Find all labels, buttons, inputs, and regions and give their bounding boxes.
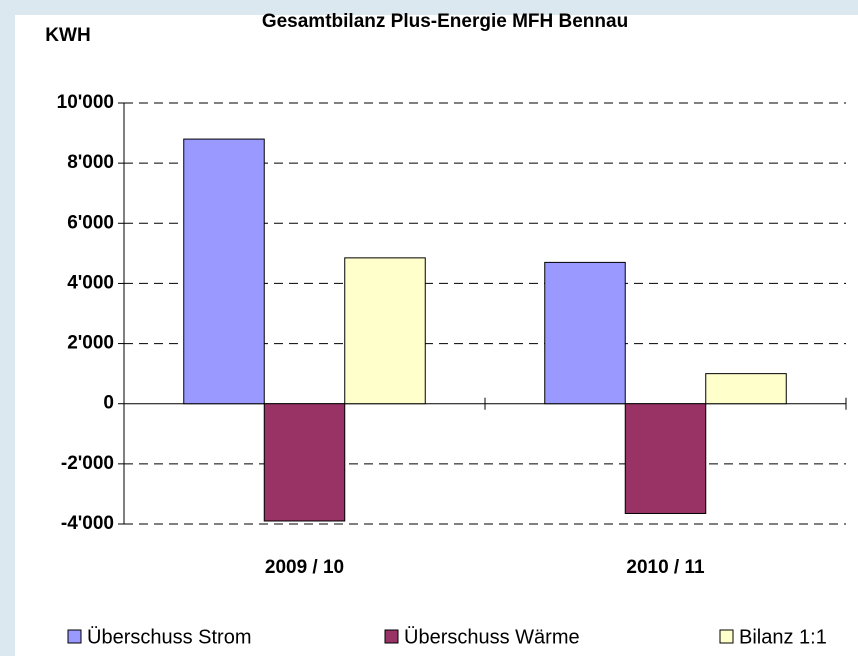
bar: [545, 262, 626, 403]
bar: [625, 404, 706, 514]
legend-label: Bilanz 1:1: [739, 626, 827, 648]
y-tick-label: 10'000: [57, 92, 114, 113]
legend-label: Überschuss Strom: [87, 626, 252, 648]
bar: [345, 258, 426, 404]
bar: [184, 139, 265, 404]
chart-background: [15, 15, 858, 656]
y-tick-label: 8'000: [67, 152, 114, 173]
x-tick-label: 2010 / 11: [626, 557, 705, 578]
chart-title: Gesamtbilanz Plus-Energie MFH Bennau: [262, 11, 628, 32]
y-tick-label: 6'000: [67, 212, 114, 233]
legend-label: Überschuss Wärme: [404, 626, 580, 648]
legend-swatch: [720, 630, 733, 643]
y-tick-label: 4'000: [67, 272, 114, 293]
page: {"chart_data": {"type": "bar", "title": …: [0, 0, 858, 656]
y-tick-label: -2'000: [61, 453, 114, 474]
legend-swatch: [68, 630, 81, 643]
y-tick-label: -4'000: [61, 513, 114, 534]
y-axis-label: KWH: [45, 25, 90, 46]
legend-swatch: [385, 630, 398, 643]
bar: [706, 374, 787, 404]
x-tick-label: 2009 / 10: [265, 557, 344, 578]
chart: Gesamtbilanz Plus-Energie MFH Bennau KWH…: [0, 0, 858, 656]
bar: [264, 404, 345, 521]
y-tick-label: 2'000: [67, 333, 114, 354]
y-tick-label: 0: [103, 393, 114, 414]
